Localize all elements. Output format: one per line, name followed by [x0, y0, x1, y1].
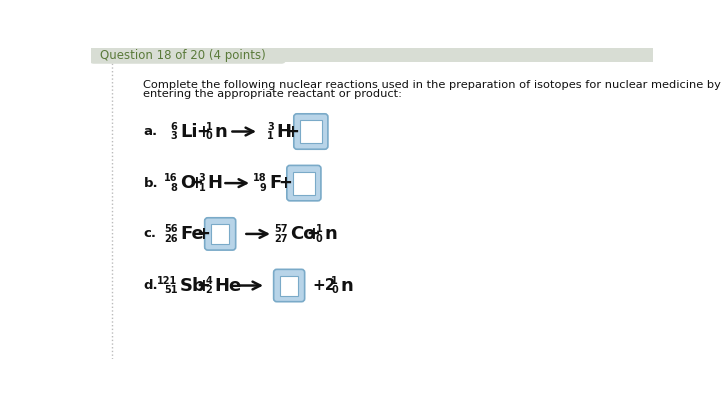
Text: +2: +2	[312, 278, 336, 293]
Text: H: H	[276, 123, 291, 141]
Text: 26: 26	[164, 234, 178, 243]
Text: 3: 3	[267, 122, 274, 132]
Text: 6: 6	[171, 122, 178, 132]
Text: n: n	[340, 276, 353, 295]
Text: 0: 0	[205, 131, 213, 141]
Text: 1: 1	[316, 224, 322, 234]
Text: 9: 9	[260, 183, 266, 193]
FancyBboxPatch shape	[89, 47, 286, 64]
Text: n: n	[215, 123, 227, 141]
Text: 0: 0	[331, 285, 338, 295]
Text: 3: 3	[199, 173, 205, 183]
Text: 56: 56	[164, 224, 178, 234]
FancyBboxPatch shape	[300, 120, 322, 143]
Text: 57: 57	[274, 224, 287, 234]
FancyBboxPatch shape	[205, 218, 236, 250]
Text: +: +	[196, 123, 210, 141]
FancyBboxPatch shape	[294, 114, 328, 149]
Text: F: F	[269, 174, 281, 192]
Text: 1: 1	[199, 183, 205, 193]
Text: Sb: Sb	[180, 276, 205, 295]
FancyBboxPatch shape	[211, 224, 229, 244]
FancyBboxPatch shape	[274, 269, 305, 302]
Text: H: H	[208, 174, 223, 192]
Text: a.: a.	[144, 125, 158, 138]
FancyBboxPatch shape	[293, 172, 315, 195]
Text: Co: Co	[290, 225, 315, 243]
Text: +: +	[196, 225, 210, 243]
Text: +: +	[196, 276, 210, 295]
Text: entering the appropriate reactant or product:: entering the appropriate reactant or pro…	[144, 89, 402, 99]
Text: 51: 51	[164, 285, 178, 295]
Text: 2: 2	[205, 285, 213, 295]
Text: 18: 18	[253, 173, 266, 183]
Text: c.: c.	[144, 227, 156, 241]
Text: Fe: Fe	[180, 225, 203, 243]
Text: 1: 1	[205, 122, 213, 132]
Text: +: +	[306, 225, 320, 243]
Text: 4: 4	[205, 276, 213, 286]
Text: O: O	[180, 174, 195, 192]
Text: +: +	[285, 123, 299, 141]
Text: He: He	[215, 276, 242, 295]
Text: 27: 27	[274, 234, 287, 243]
Text: 16: 16	[164, 173, 178, 183]
Text: d.: d.	[144, 279, 158, 292]
FancyBboxPatch shape	[287, 165, 321, 201]
Text: +: +	[278, 174, 292, 192]
Text: 121: 121	[158, 276, 178, 286]
Text: n: n	[325, 225, 338, 243]
Text: 1: 1	[331, 276, 338, 286]
Text: Complete the following nuclear reactions used in the preparation of isotopes for: Complete the following nuclear reactions…	[144, 80, 722, 90]
Text: 0: 0	[316, 234, 322, 243]
Text: Li: Li	[180, 123, 197, 141]
Text: 3: 3	[171, 131, 178, 141]
FancyBboxPatch shape	[280, 276, 298, 295]
Text: +: +	[189, 174, 203, 192]
Bar	[91, 48, 653, 62]
Text: 1: 1	[267, 131, 274, 141]
Text: Question 18 of 20 (4 points): Question 18 of 20 (4 points)	[100, 49, 266, 62]
Text: b.: b.	[144, 177, 158, 189]
Text: 8: 8	[171, 183, 178, 193]
